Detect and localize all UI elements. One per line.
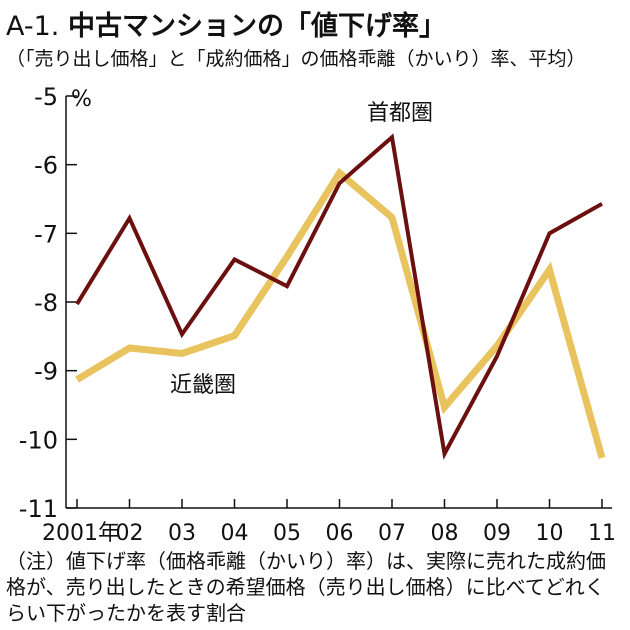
chart-series xyxy=(75,133,606,460)
x-tick-label: 03 xyxy=(168,521,196,545)
series-label-shutoken: 首都圏 xyxy=(367,101,433,126)
y-axis-unit: % xyxy=(71,87,92,112)
x-tick-label: 09 xyxy=(483,521,511,545)
x-tick-label: 06 xyxy=(326,521,354,545)
y-tick-label: -6 xyxy=(34,152,58,180)
y-tick-label: -8 xyxy=(34,289,58,317)
x-tick-label: 04 xyxy=(221,521,249,545)
y-tick-label: -9 xyxy=(34,358,58,386)
y-tick-label: -10 xyxy=(19,426,58,454)
y-tick-label: -5 xyxy=(34,83,58,111)
series-label-kinki: 近畿圏 xyxy=(170,373,236,398)
chart-title: A-1. 中古マンションの「値下げ率」 xyxy=(6,4,446,43)
x-tick-label: 02 xyxy=(116,521,144,545)
series-line-kinki xyxy=(75,167,606,459)
y-tick-label: -7 xyxy=(34,220,58,248)
y-tick-label: -11 xyxy=(19,495,58,523)
series-line-shutoken xyxy=(75,133,603,460)
x-tick-label: 07 xyxy=(378,521,406,545)
footnote: （注）値下げ率（価格乖離（かいり）率）は、実際に売れた成約価格が、売り出したとき… xyxy=(6,549,606,625)
chart-title-number: A-1. xyxy=(6,11,60,42)
x-tick-label: 10 xyxy=(536,521,564,545)
x-tick-label: 08 xyxy=(431,521,459,545)
chart-subtitle: （「売り出し価格」と「成約価格」の価格乖離（かいり）率、平均） xyxy=(6,48,586,70)
chart-title-main: 中古マンションの「値下げ率」 xyxy=(67,11,446,42)
x-tick-label: 2001年 xyxy=(42,521,120,545)
x-tick-label: 05 xyxy=(273,521,301,545)
x-tick-label: 11 xyxy=(588,521,616,545)
